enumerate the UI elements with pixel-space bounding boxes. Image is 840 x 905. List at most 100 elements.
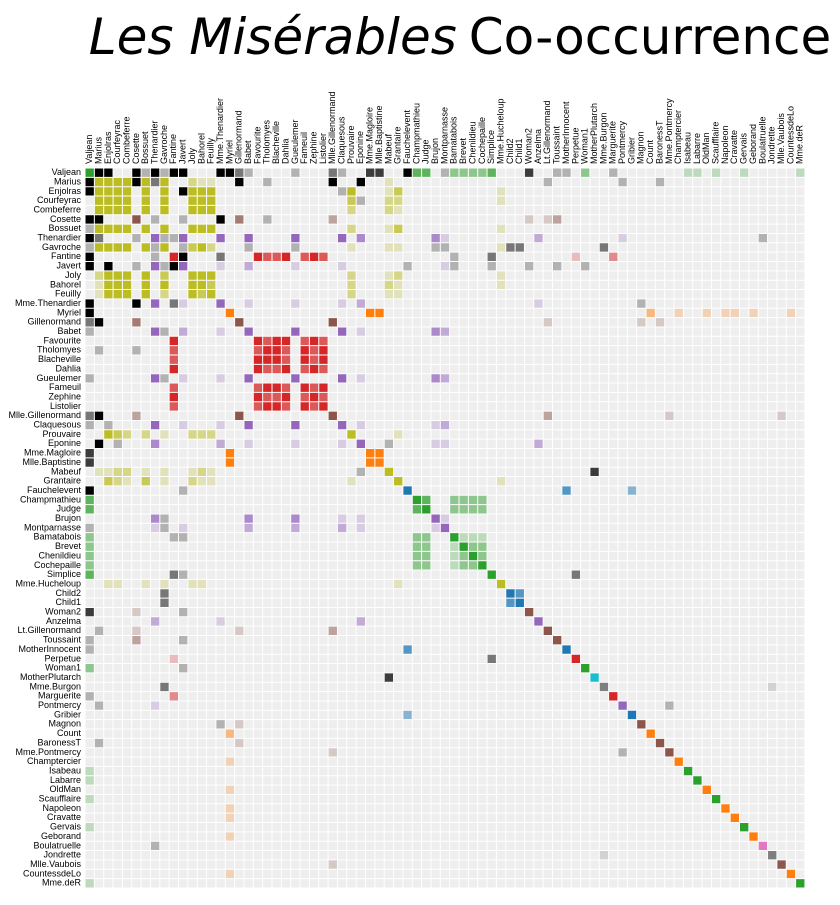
column-label: Gillenormand xyxy=(234,110,244,164)
cell xyxy=(94,317,104,327)
cell xyxy=(150,700,160,711)
cell xyxy=(533,298,544,309)
cell xyxy=(262,401,272,412)
cell xyxy=(253,401,263,412)
column-label: Simplice xyxy=(486,130,496,164)
cell xyxy=(225,168,235,178)
cell xyxy=(122,289,132,299)
cell xyxy=(328,747,338,758)
cell xyxy=(85,635,95,645)
row-label: Javert xyxy=(56,261,81,271)
row-label: Blacheville xyxy=(38,354,81,364)
cell xyxy=(94,224,104,234)
cell xyxy=(617,177,628,187)
cell xyxy=(449,261,459,271)
cell xyxy=(393,186,403,197)
cell xyxy=(524,261,534,271)
column-label: Bossuet xyxy=(140,131,150,164)
column-label: Anzelma xyxy=(533,129,543,164)
cell xyxy=(103,205,114,215)
cell xyxy=(393,289,403,299)
column-label: Woman1 xyxy=(580,128,590,164)
cell xyxy=(141,579,151,589)
cell xyxy=(215,420,226,430)
cell xyxy=(599,850,609,860)
cell xyxy=(159,513,170,524)
cell xyxy=(225,757,235,767)
column-label: Mme.Hucheloup xyxy=(495,98,505,164)
cell xyxy=(253,364,263,374)
cell xyxy=(85,775,95,786)
cell xyxy=(421,560,431,571)
cell xyxy=(440,326,450,337)
row-label: Mme.Magloire xyxy=(24,448,81,458)
cell xyxy=(449,560,459,571)
row-label: Mme.Hucheloup xyxy=(15,578,81,588)
column-label: Boulatruelle xyxy=(757,116,767,164)
row-label: Bossuet xyxy=(48,223,81,233)
cell xyxy=(496,224,506,234)
diagonal-cell xyxy=(459,542,469,552)
cell xyxy=(113,177,123,187)
chart-title: Les Misérables Co-occurrence xyxy=(89,8,832,66)
cell xyxy=(225,729,235,739)
cell xyxy=(85,822,95,832)
cell xyxy=(281,401,291,412)
row-label: Bamatabois xyxy=(33,532,81,542)
cell xyxy=(159,598,170,608)
cell xyxy=(159,177,170,187)
cell xyxy=(141,186,151,197)
cell xyxy=(328,859,338,870)
cell xyxy=(206,224,216,234)
cell xyxy=(374,168,385,178)
row-label: Champmathieu xyxy=(20,494,81,504)
cell xyxy=(421,551,431,561)
cell xyxy=(225,785,235,795)
cell xyxy=(580,261,590,271)
title-italic: Les Misérables xyxy=(89,8,457,66)
cell xyxy=(150,523,160,533)
cell xyxy=(608,252,618,262)
cell xyxy=(131,233,142,243)
cell xyxy=(85,373,95,384)
cell xyxy=(393,429,403,440)
cell xyxy=(384,186,394,197)
cell xyxy=(505,598,516,608)
diagonal-cell xyxy=(430,513,441,524)
diagonal-cell xyxy=(262,345,272,355)
cell xyxy=(178,326,188,337)
column-label: Mlle.Baptistine xyxy=(374,105,384,164)
column-label: MotherPlutarch xyxy=(589,103,599,164)
cell xyxy=(468,495,478,505)
cell xyxy=(786,308,796,318)
cell xyxy=(169,392,179,402)
cell xyxy=(187,289,198,299)
cell xyxy=(337,233,347,243)
column-label: Brevet xyxy=(458,137,468,164)
cell xyxy=(356,298,366,309)
cell xyxy=(412,532,422,542)
row-label: Perpetue xyxy=(44,653,81,663)
cell xyxy=(187,429,198,440)
cell xyxy=(309,355,319,365)
cell xyxy=(150,373,160,384)
cell xyxy=(206,467,216,477)
cell xyxy=(449,252,459,262)
diagonal-cell xyxy=(309,392,319,402)
cell xyxy=(356,523,366,533)
cell xyxy=(561,168,572,178)
cell xyxy=(197,476,207,486)
cell xyxy=(85,766,95,776)
cell xyxy=(150,214,160,225)
cell xyxy=(85,326,95,337)
cell xyxy=(150,252,160,262)
cell xyxy=(430,242,441,253)
column-label: Myriel xyxy=(224,140,234,164)
diagonal-cell xyxy=(589,672,600,683)
cell xyxy=(599,242,609,253)
cell xyxy=(318,336,329,346)
cell xyxy=(94,205,104,215)
cell xyxy=(113,476,123,486)
cell xyxy=(356,196,366,206)
cell xyxy=(206,196,216,206)
